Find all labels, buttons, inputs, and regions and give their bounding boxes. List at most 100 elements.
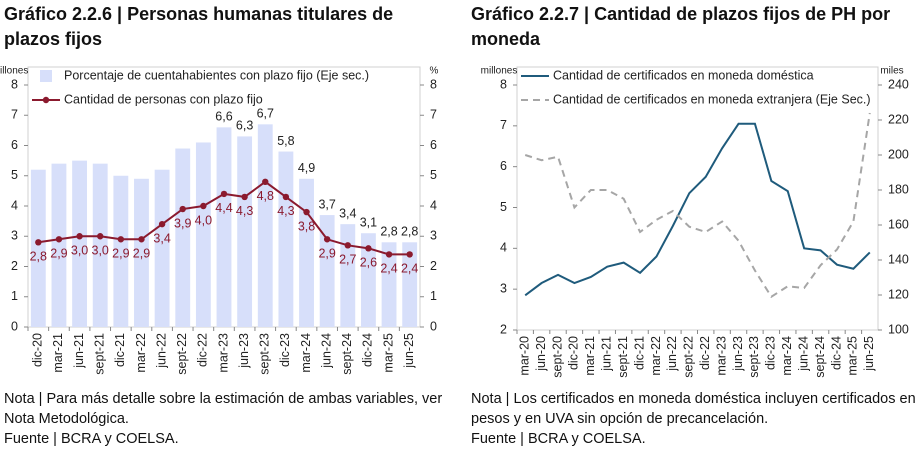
x-tick-label: dic-20 xyxy=(31,333,45,367)
line-label: 2,9 xyxy=(50,247,67,261)
bar xyxy=(92,163,108,327)
x-tick-label: jun-25 xyxy=(862,336,876,372)
line-label: 2,6 xyxy=(360,256,377,270)
x-tick-label: dic-21 xyxy=(113,333,127,367)
bar-label: 4,9 xyxy=(298,161,315,175)
x-tick-label: mar-25 xyxy=(846,336,860,376)
y2-tick-label: 4 xyxy=(430,198,437,212)
line-label: 3,9 xyxy=(174,216,191,230)
x-tick-label: dic-22 xyxy=(698,336,712,370)
y-tick-label: 7 xyxy=(500,118,507,132)
x-tick-label: jun-24 xyxy=(319,333,333,369)
y-tick-label: 8 xyxy=(500,77,507,91)
bar-label: 2,8 xyxy=(380,225,397,239)
x-tick-label: mar-24 xyxy=(780,336,794,376)
legend-label: Cantidad de certificados en moneda extra… xyxy=(553,92,871,106)
legend-marker xyxy=(42,96,50,104)
bar xyxy=(340,224,356,327)
bar xyxy=(237,136,253,327)
bar xyxy=(51,163,67,327)
bar xyxy=(278,151,294,327)
x-tick-label: dic-24 xyxy=(829,336,843,370)
line-label: 2,4 xyxy=(380,262,397,276)
line-marker xyxy=(76,233,83,240)
line-marker xyxy=(282,193,290,201)
y2-tick-label: 6 xyxy=(430,138,437,152)
y2-tick-label: 220 xyxy=(888,112,909,126)
x-tick-label: jun-22 xyxy=(154,333,168,369)
x-tick-label: mar-23 xyxy=(714,336,728,376)
x-tick-label: sept-20 xyxy=(550,336,564,378)
x-tick-label: dic-23 xyxy=(764,336,778,370)
line-marker xyxy=(303,208,310,216)
bar xyxy=(154,169,170,327)
y2-axis-label: % xyxy=(430,66,439,77)
legend-label: Cantidad de certificados en moneda domés… xyxy=(553,68,814,82)
y-tick-label: 6 xyxy=(11,138,18,152)
y-axis-label: millones xyxy=(481,66,518,77)
bar xyxy=(299,178,314,327)
x-tick-label: jun-23 xyxy=(731,336,745,372)
legend-swatch xyxy=(40,70,52,82)
x-tick-label: jun-22 xyxy=(665,336,679,372)
note: Nota | Los certificados en moneda domést… xyxy=(471,391,916,427)
x-tick-label: dic-23 xyxy=(278,333,292,367)
bar-label: 6,6 xyxy=(215,110,232,124)
line-marker xyxy=(365,245,372,252)
line-marker xyxy=(55,236,63,243)
bar xyxy=(113,175,129,327)
y2-tick-label: 1 xyxy=(430,289,437,303)
line-marker xyxy=(262,178,269,185)
note: Nota | Para más detalle sobre la estimac… xyxy=(4,391,443,427)
bar xyxy=(72,160,88,327)
line-marker xyxy=(344,242,351,249)
bar-label: 6,7 xyxy=(257,107,274,121)
y-tick-label: 7 xyxy=(11,108,18,122)
x-tick-label: mar-22 xyxy=(134,333,148,373)
y2-tick-label: 100 xyxy=(888,322,909,336)
y-tick-label: 4 xyxy=(11,198,18,212)
line-marker xyxy=(220,190,228,198)
line-label: 3,0 xyxy=(71,244,88,258)
bar xyxy=(175,148,191,327)
y-tick-label: 5 xyxy=(500,200,507,214)
line-label: 2,4 xyxy=(401,262,418,276)
y2-tick-label: 120 xyxy=(888,287,909,301)
line-marker xyxy=(117,236,125,243)
bar-label: 6,3 xyxy=(236,119,253,133)
y-tick-label: 4 xyxy=(500,241,507,255)
y2-tick-label: 2 xyxy=(430,259,437,273)
line-marker xyxy=(323,236,331,243)
x-tick-label: jun-21 xyxy=(72,333,86,369)
line-marker xyxy=(406,251,413,258)
x-tick-label: mar-22 xyxy=(649,336,663,376)
bar-label: 5,8 xyxy=(277,134,294,148)
line-marker xyxy=(385,251,393,258)
line-label: 2,9 xyxy=(318,247,335,261)
line-label: 2,8 xyxy=(30,250,47,264)
line-label: 3,4 xyxy=(153,231,170,245)
bar xyxy=(134,178,149,327)
bar-label: 2,8 xyxy=(401,225,418,239)
line-label: 4,0 xyxy=(195,213,212,227)
line-label: 3,8 xyxy=(298,219,315,233)
x-tick-label: jun-20 xyxy=(534,336,548,372)
y2-tick-label: 0 xyxy=(430,319,437,333)
note-block: Nota | Los certificados en moneda domést… xyxy=(471,389,916,449)
x-tick-label: sept-22 xyxy=(175,333,189,375)
y2-axis-label: miles xyxy=(880,66,903,77)
y2-tick-label: 8 xyxy=(430,77,437,91)
y-tick-label: 2 xyxy=(11,259,18,273)
y-tick-label: 8 xyxy=(11,77,18,91)
y2-tick-label: 240 xyxy=(888,77,909,91)
x-tick-label: jun-23 xyxy=(237,333,251,369)
y2-tick-label: 7 xyxy=(430,108,437,122)
source: Fuente | BCRA y COELSA. xyxy=(4,431,179,447)
x-tick-label: sept-24 xyxy=(813,336,827,378)
y-tick-label: 6 xyxy=(500,159,507,173)
y-tick-label: 1 xyxy=(11,289,18,303)
y-tick-label: 2 xyxy=(500,322,507,336)
y2-tick-label: 160 xyxy=(888,217,909,231)
